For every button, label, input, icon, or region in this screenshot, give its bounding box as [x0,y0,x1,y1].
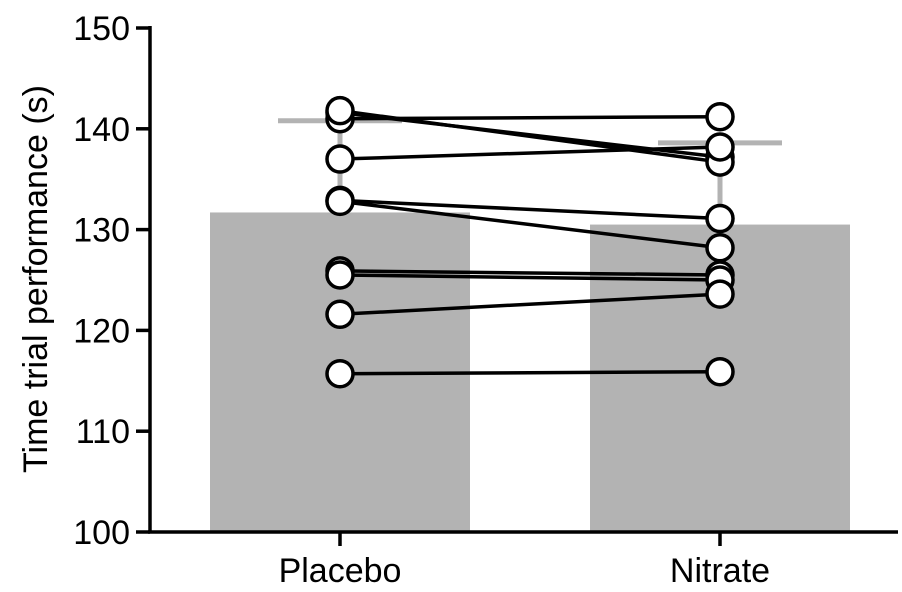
point-placebo-6 [325,186,355,217]
point-nitrate-6 [705,232,735,263]
x-tick-label-placebo: Placebo [279,552,402,590]
paired-line-5 [339,198,721,221]
paired-lines-layer [339,108,721,376]
paired-line-4 [339,145,721,161]
axes-layer: 100 110 120 130 140 150 Placebo Nitrate [73,10,898,590]
y-axis-title: Time trial performance (s) [17,85,55,473]
point-nitrate-2 [705,101,735,132]
point-placebo-10 [325,358,355,389]
point-placebo-4 [325,144,355,174]
paired-line-10 [339,369,721,376]
point-nitrate-10 [705,356,735,387]
y-tick-label-100: 100 [73,514,130,552]
points-layer [325,95,735,389]
paired-line-3 [339,108,721,164]
y-tick-label-150: 150 [73,10,130,48]
paired-line-6 [339,199,721,250]
point-placebo-3 [325,95,355,126]
y-tick-label-120: 120 [73,312,130,350]
y-tick-label-130: 130 [73,212,130,250]
x-tick-label-nitrate: Nitrate [670,552,770,590]
point-placebo-8 [325,260,355,290]
paired-line-8 [339,273,721,282]
point-placebo-9 [325,299,355,330]
point-nitrate-5 [705,203,735,234]
paired-line-7 [339,269,721,277]
y-tick-label-110: 110 [76,413,130,451]
point-nitrate-4 [705,132,735,162]
paired-line-9 [339,292,721,317]
y-tick-label-140: 140 [73,111,130,149]
point-nitrate-9 [705,279,735,309]
